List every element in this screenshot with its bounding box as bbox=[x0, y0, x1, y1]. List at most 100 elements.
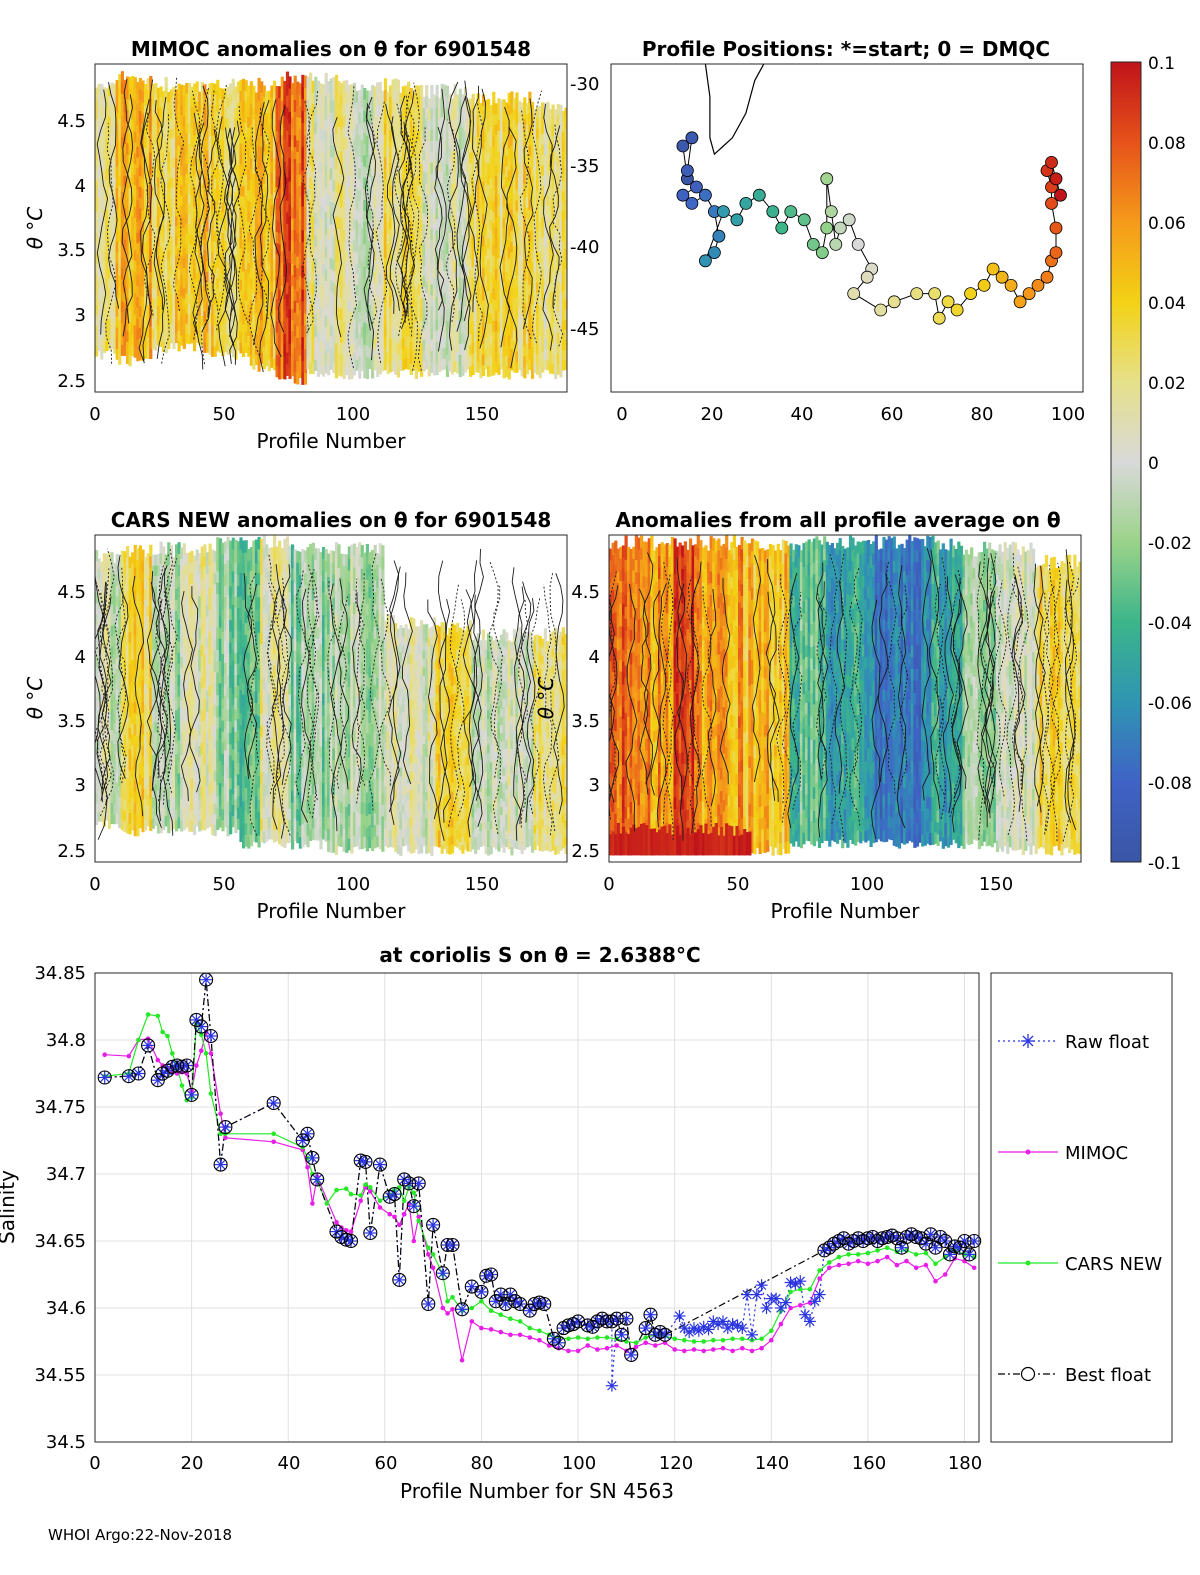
heatmap-cell bbox=[417, 140, 421, 153]
heatmap-cell bbox=[334, 249, 339, 262]
heatmap-cell bbox=[502, 345, 506, 357]
heatmap-cell bbox=[554, 109, 558, 121]
heatmap-cell bbox=[469, 322, 473, 335]
heatmap-cell bbox=[479, 261, 483, 273]
heatmap-cell bbox=[278, 288, 282, 301]
heatmap-cell bbox=[407, 92, 411, 105]
heatmap-cell bbox=[110, 164, 114, 176]
heatmap-cell bbox=[556, 322, 560, 334]
heatmap-cell bbox=[180, 194, 184, 206]
profile-position-marker bbox=[708, 246, 721, 260]
heatmap-cell bbox=[358, 134, 362, 146]
heatmap-cell bbox=[234, 180, 238, 192]
heatmap-cell bbox=[554, 223, 558, 235]
heatmap-cell bbox=[425, 139, 429, 152]
heatmap-cell bbox=[128, 299, 132, 311]
heatmap-cell bbox=[156, 305, 161, 316]
heatmap-cell bbox=[512, 140, 516, 152]
heatmap-cell bbox=[554, 285, 558, 297]
heatmap-cell bbox=[432, 116, 437, 128]
heatmap-cell bbox=[216, 330, 220, 341]
heatmap-cell bbox=[523, 183, 527, 195]
heatmap-cell bbox=[383, 302, 388, 315]
heatmap-cell bbox=[203, 115, 207, 127]
heatmap-cell bbox=[159, 236, 163, 247]
heatmap-cell bbox=[309, 199, 313, 212]
heatmap-cell bbox=[512, 98, 516, 110]
heatmap-cell bbox=[510, 155, 514, 167]
heatmap-cell bbox=[265, 122, 269, 134]
heatmap-cell bbox=[208, 218, 212, 230]
heatmap-cell bbox=[456, 276, 460, 288]
heatmap-cell bbox=[288, 181, 292, 194]
heatmap-cell bbox=[267, 252, 271, 264]
heatmap-cell bbox=[211, 314, 215, 326]
heatmap-cell bbox=[523, 356, 527, 368]
heatmap-cell bbox=[409, 121, 413, 133]
heatmap-cell bbox=[546, 338, 550, 350]
heatmap-cell bbox=[518, 183, 522, 195]
heatmap-cell bbox=[386, 297, 390, 310]
heatmap-cell bbox=[425, 346, 429, 359]
heatmap-cell bbox=[151, 206, 155, 217]
heatmap-cell bbox=[427, 215, 431, 227]
heatmap-cell bbox=[469, 162, 473, 174]
heatmap-cell bbox=[144, 263, 148, 275]
heatmap-cell bbox=[510, 337, 514, 349]
heatmap-cell bbox=[561, 230, 565, 242]
heatmap-cell bbox=[360, 161, 364, 174]
heatmap-cell bbox=[533, 352, 537, 363]
heatmap-cell bbox=[301, 98, 305, 112]
heatmap-cell bbox=[198, 169, 202, 180]
heatmap-cell bbox=[296, 151, 300, 164]
heatmap-cell bbox=[515, 157, 519, 169]
heatmap-cell bbox=[456, 330, 460, 342]
heatmap-cell bbox=[110, 256, 114, 268]
heatmap-cell bbox=[172, 288, 176, 299]
heatmap-cell bbox=[510, 305, 514, 317]
heatmap-cell bbox=[474, 341, 478, 352]
heatmap-cell bbox=[193, 104, 197, 115]
heatmap-cell bbox=[541, 226, 545, 238]
heatmap-cell bbox=[386, 362, 390, 375]
heatmap-cell bbox=[213, 303, 217, 315]
heatmap-cell bbox=[401, 315, 406, 327]
heatmap-cell bbox=[242, 164, 246, 176]
heatmap-cell bbox=[471, 137, 475, 149]
heatmap-cell bbox=[420, 197, 424, 209]
heatmap-cell bbox=[347, 186, 351, 199]
heatmap-cell bbox=[435, 196, 439, 208]
heatmap-cell bbox=[404, 357, 408, 369]
heatmap-cell bbox=[489, 146, 493, 158]
heatmap-cell bbox=[329, 290, 333, 303]
heatmap-cell bbox=[164, 331, 168, 343]
heatmap-cell bbox=[373, 206, 377, 218]
heatmap-cell bbox=[489, 157, 493, 169]
heatmap-cell bbox=[435, 341, 439, 353]
heatmap-cell bbox=[293, 205, 297, 219]
heatmap-cell bbox=[389, 228, 393, 241]
heatmap-cell bbox=[368, 197, 372, 209]
heatmap-cell bbox=[309, 222, 313, 236]
heatmap-cell bbox=[389, 85, 393, 97]
heatmap-cell bbox=[448, 179, 452, 191]
heatmap-cell bbox=[110, 113, 114, 125]
heatmap-cell bbox=[515, 124, 519, 137]
heatmap-cell bbox=[505, 302, 509, 314]
heatmap-cell bbox=[205, 89, 210, 101]
heatmap-cell bbox=[177, 309, 181, 321]
heatmap-cell bbox=[203, 94, 207, 106]
heatmap-cell bbox=[373, 239, 377, 251]
heatmap-cell bbox=[481, 256, 486, 268]
heatmap-cell bbox=[213, 345, 217, 357]
heatmap-cell bbox=[314, 325, 318, 338]
heatmap-cell bbox=[151, 175, 155, 187]
positions-xtick-label: 0 bbox=[616, 404, 627, 425]
heatmap-cell bbox=[355, 198, 359, 210]
heatmap-cell bbox=[499, 110, 504, 122]
heatmap-cell bbox=[461, 321, 465, 333]
heatmap-cell bbox=[407, 203, 411, 215]
heatmap-cell bbox=[149, 271, 153, 283]
heatmap-cell bbox=[293, 359, 297, 372]
profile-position-marker bbox=[829, 237, 843, 251]
